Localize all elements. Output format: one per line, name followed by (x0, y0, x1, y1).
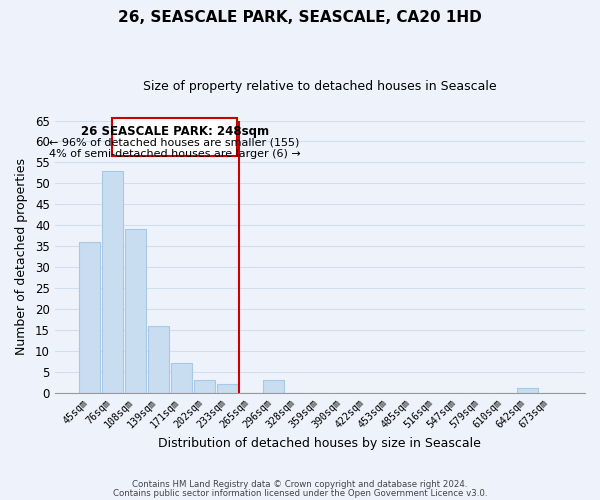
Bar (125, 230, 146, 392)
Bar (217, 384, 238, 392)
Text: 26 SEASCALE PARK: 248sqm: 26 SEASCALE PARK: 248sqm (80, 124, 269, 138)
Text: ← 96% of detached houses are smaller (155): ← 96% of detached houses are smaller (15… (49, 138, 300, 147)
Bar (171, 364, 192, 392)
Bar (148, 326, 169, 392)
Text: Contains public sector information licensed under the Open Government Licence v3: Contains public sector information licen… (113, 488, 487, 498)
Text: Contains HM Land Registry data © Crown copyright and database right 2024.: Contains HM Land Registry data © Crown c… (132, 480, 468, 489)
Text: 4% of semi-detached houses are larger (6) →: 4% of semi-detached houses are larger (6… (49, 148, 301, 158)
Bar (194, 380, 215, 392)
Text: 26, SEASCALE PARK, SEASCALE, CA20 1HD: 26, SEASCALE PARK, SEASCALE, CA20 1HD (118, 10, 482, 25)
Bar (263, 380, 284, 392)
X-axis label: Distribution of detached houses by size in Seascale: Distribution of detached houses by size … (158, 437, 481, 450)
Bar (79, 242, 100, 392)
Bar (517, 388, 538, 392)
FancyBboxPatch shape (112, 118, 237, 156)
Bar (102, 171, 123, 392)
Y-axis label: Number of detached properties: Number of detached properties (15, 158, 28, 355)
Title: Size of property relative to detached houses in Seascale: Size of property relative to detached ho… (143, 80, 497, 93)
